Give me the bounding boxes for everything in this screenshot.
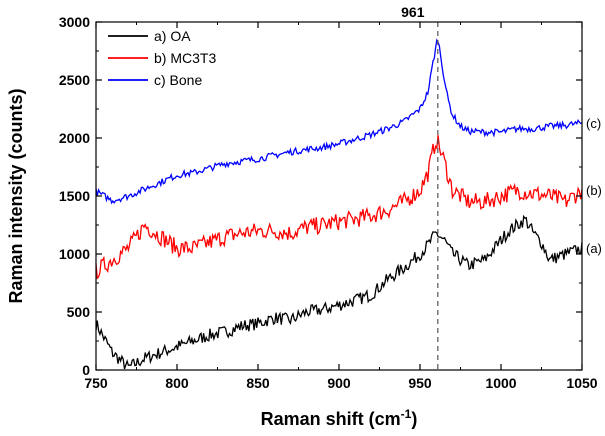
- curve-labels: (a) (b) (c): [586, 116, 602, 256]
- curve-label: (c): [586, 116, 601, 131]
- x-tick-label: 750: [84, 375, 108, 391]
- legend-entry: c) Bone: [154, 72, 202, 88]
- series-line-2: [95, 135, 583, 280]
- x-tick-label: 850: [246, 375, 270, 391]
- y-tick-label: 0: [82, 362, 90, 378]
- peak-961-label: 961: [401, 4, 425, 20]
- x-tick-label: 900: [327, 375, 351, 391]
- x-axis-title: Raman shift (cm-1): [261, 407, 418, 429]
- x-tick-label: 950: [408, 375, 432, 391]
- x-axis-ticks: 750 800 850 900 950 1000 1050: [84, 22, 598, 391]
- x-tick-label: 1050: [566, 375, 597, 391]
- y-axis-ticks: 0 500 1000 1500 2000 2500 3000: [59, 14, 582, 378]
- y-tick-label: 1000: [59, 246, 90, 262]
- legend-entry: a) OA: [154, 28, 191, 44]
- x-axis-title-main: Raman shift (cm: [261, 409, 401, 429]
- x-tick-label: 1000: [485, 375, 516, 391]
- curve-label: (b): [586, 183, 602, 198]
- legend: a) OA b) MC3T3 c) Bone: [108, 28, 216, 88]
- x-axis-title-superscript: -1: [401, 407, 412, 421]
- y-tick-label: 1500: [59, 188, 90, 204]
- y-tick-label: 2000: [59, 130, 90, 146]
- curve-label: (a): [586, 241, 602, 256]
- y-tick-label: 2500: [59, 72, 90, 88]
- legend-entry: b) MC3T3: [154, 50, 216, 66]
- x-tick-label: 800: [165, 375, 189, 391]
- series-line-1: [95, 214, 583, 370]
- y-tick-label: 500: [67, 304, 91, 320]
- x-axis-title-end: ): [411, 409, 417, 429]
- curves-layer: [95, 38, 583, 370]
- series-line-3: [95, 38, 583, 205]
- y-axis-title: Raman intensity (counts): [6, 88, 26, 303]
- y-tick-label: 3000: [59, 14, 90, 30]
